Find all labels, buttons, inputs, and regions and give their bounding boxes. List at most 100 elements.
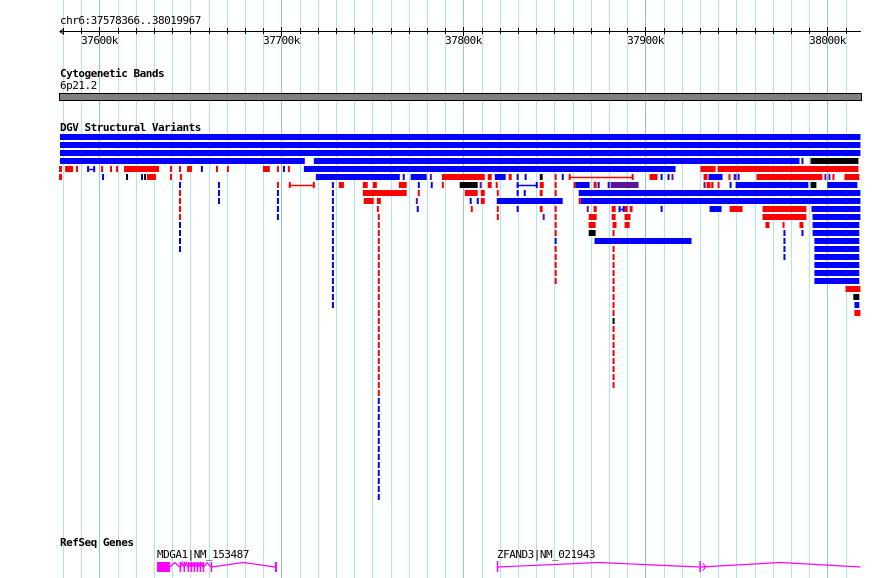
sv-loss[interactable] xyxy=(377,238,380,244)
sv-loss[interactable] xyxy=(762,214,807,220)
sv-gain[interactable] xyxy=(783,246,786,252)
sv-loss[interactable] xyxy=(762,206,807,212)
sv-gain[interactable] xyxy=(331,214,334,220)
sv-gain-interval[interactable] xyxy=(87,166,96,172)
sv-loss[interactable] xyxy=(554,262,557,268)
sv-loss[interactable] xyxy=(377,302,380,308)
sv-gain[interactable] xyxy=(854,302,860,308)
gene-model[interactable] xyxy=(496,561,861,572)
sv-loss[interactable] xyxy=(612,310,615,316)
sv-gain[interactable] xyxy=(331,182,334,188)
sv-gain[interactable] xyxy=(814,262,860,268)
sv-loss[interactable] xyxy=(276,182,279,188)
sv-loss[interactable] xyxy=(179,174,182,180)
sv-gain[interactable] xyxy=(331,294,334,300)
sv-loss[interactable] xyxy=(146,174,156,180)
sv-loss[interactable] xyxy=(612,302,615,308)
sv-loss[interactable] xyxy=(262,166,270,172)
sv-gain[interactable] xyxy=(811,206,861,212)
sv-loss-interval[interactable] xyxy=(568,174,634,180)
sv-gain[interactable] xyxy=(737,174,740,180)
sv-loss[interactable] xyxy=(377,278,380,284)
sv-gain[interactable] xyxy=(735,182,809,188)
sv-gain[interactable] xyxy=(315,174,400,180)
sv-loss[interactable] xyxy=(717,166,859,172)
sv-loss[interactable] xyxy=(593,182,597,188)
gene-label-mdga1[interactable]: MDGA1|NM_153487 xyxy=(157,548,249,561)
sv-loss[interactable] xyxy=(554,214,557,220)
sv-loss[interactable] xyxy=(629,206,633,212)
sv-gain[interactable] xyxy=(217,198,220,204)
sv-loss[interactable] xyxy=(554,230,557,236)
sv-loss[interactable] xyxy=(377,342,380,348)
sv-loss[interactable] xyxy=(398,182,407,188)
sv-loss[interactable] xyxy=(554,270,557,276)
sv-loss[interactable] xyxy=(179,214,182,220)
sv-loss[interactable] xyxy=(612,270,615,276)
sv-loss[interactable] xyxy=(624,214,631,220)
sv-gain[interactable] xyxy=(200,166,203,172)
sv-loss[interactable] xyxy=(179,206,182,212)
sv-loss[interactable] xyxy=(554,254,557,260)
sv-loss[interactable] xyxy=(832,174,835,180)
sv-complex[interactable] xyxy=(539,174,543,180)
cytoband-bar[interactable] xyxy=(59,93,862,101)
sv-loss[interactable] xyxy=(765,222,770,228)
sv-gain[interactable] xyxy=(516,206,519,212)
sv-loss[interactable] xyxy=(487,182,492,188)
sv-gain[interactable] xyxy=(377,454,380,460)
sv-loss[interactable] xyxy=(441,182,444,188)
sv-loss[interactable] xyxy=(376,198,381,204)
sv-loss[interactable] xyxy=(711,182,714,188)
sv-loss[interactable] xyxy=(362,190,407,196)
sv-gain[interactable] xyxy=(313,158,800,164)
sv-gain[interactable] xyxy=(331,190,334,196)
sv-complex[interactable] xyxy=(810,182,817,188)
sv-loss[interactable] xyxy=(59,174,63,180)
sv-gain[interactable] xyxy=(179,238,182,244)
sv-loss[interactable] xyxy=(593,206,597,212)
sv-loss[interactable] xyxy=(377,262,380,268)
sv-gain[interactable] xyxy=(331,198,334,204)
sv-loss[interactable] xyxy=(377,254,380,260)
sv-loss[interactable] xyxy=(377,270,380,276)
sv-gain[interactable] xyxy=(814,278,860,284)
sv-gain[interactable] xyxy=(607,182,610,188)
sv-loss[interactable] xyxy=(276,166,279,172)
sv-gain[interactable] xyxy=(377,478,380,484)
sv-loss[interactable] xyxy=(611,206,616,212)
sv-loss[interactable] xyxy=(372,182,377,188)
sv-loss[interactable] xyxy=(495,182,498,188)
sv-loss[interactable] xyxy=(612,294,615,300)
sv-loss[interactable] xyxy=(377,382,380,388)
sv-gain[interactable] xyxy=(783,238,786,244)
sv-gain[interactable] xyxy=(331,286,334,292)
sv-gain[interactable] xyxy=(660,174,663,180)
sv-gain[interactable] xyxy=(801,230,804,236)
sv-loss[interactable] xyxy=(612,374,615,380)
sv-gain-loss[interactable] xyxy=(429,174,432,180)
sv-gain[interactable] xyxy=(377,438,380,444)
sv-loss[interactable] xyxy=(59,166,63,172)
sv-gain-loss[interactable] xyxy=(733,174,737,180)
sv-loss[interactable] xyxy=(649,174,658,180)
sv-loss[interactable] xyxy=(612,334,615,340)
sv-gain[interactable] xyxy=(179,182,182,188)
sv-loss[interactable] xyxy=(169,174,172,180)
sv-gain[interactable] xyxy=(60,142,861,148)
sv-gain-loss[interactable] xyxy=(824,174,827,180)
sv-gain[interactable] xyxy=(303,166,676,172)
sv-loss[interactable] xyxy=(110,166,113,172)
sv-loss[interactable] xyxy=(845,286,861,292)
sv-loss[interactable] xyxy=(612,366,615,372)
sv-gain-loss[interactable] xyxy=(703,182,706,188)
sv-loss[interactable] xyxy=(496,206,499,212)
sv-loss[interactable] xyxy=(703,174,708,180)
sv-loss[interactable] xyxy=(508,174,512,180)
sv-loss[interactable] xyxy=(377,358,380,364)
sv-gain[interactable] xyxy=(331,230,334,236)
sv-loss[interactable] xyxy=(377,318,380,324)
sv-gain[interactable] xyxy=(814,246,860,252)
sv-gain[interactable] xyxy=(494,174,506,180)
sv-loss[interactable] xyxy=(624,222,630,228)
